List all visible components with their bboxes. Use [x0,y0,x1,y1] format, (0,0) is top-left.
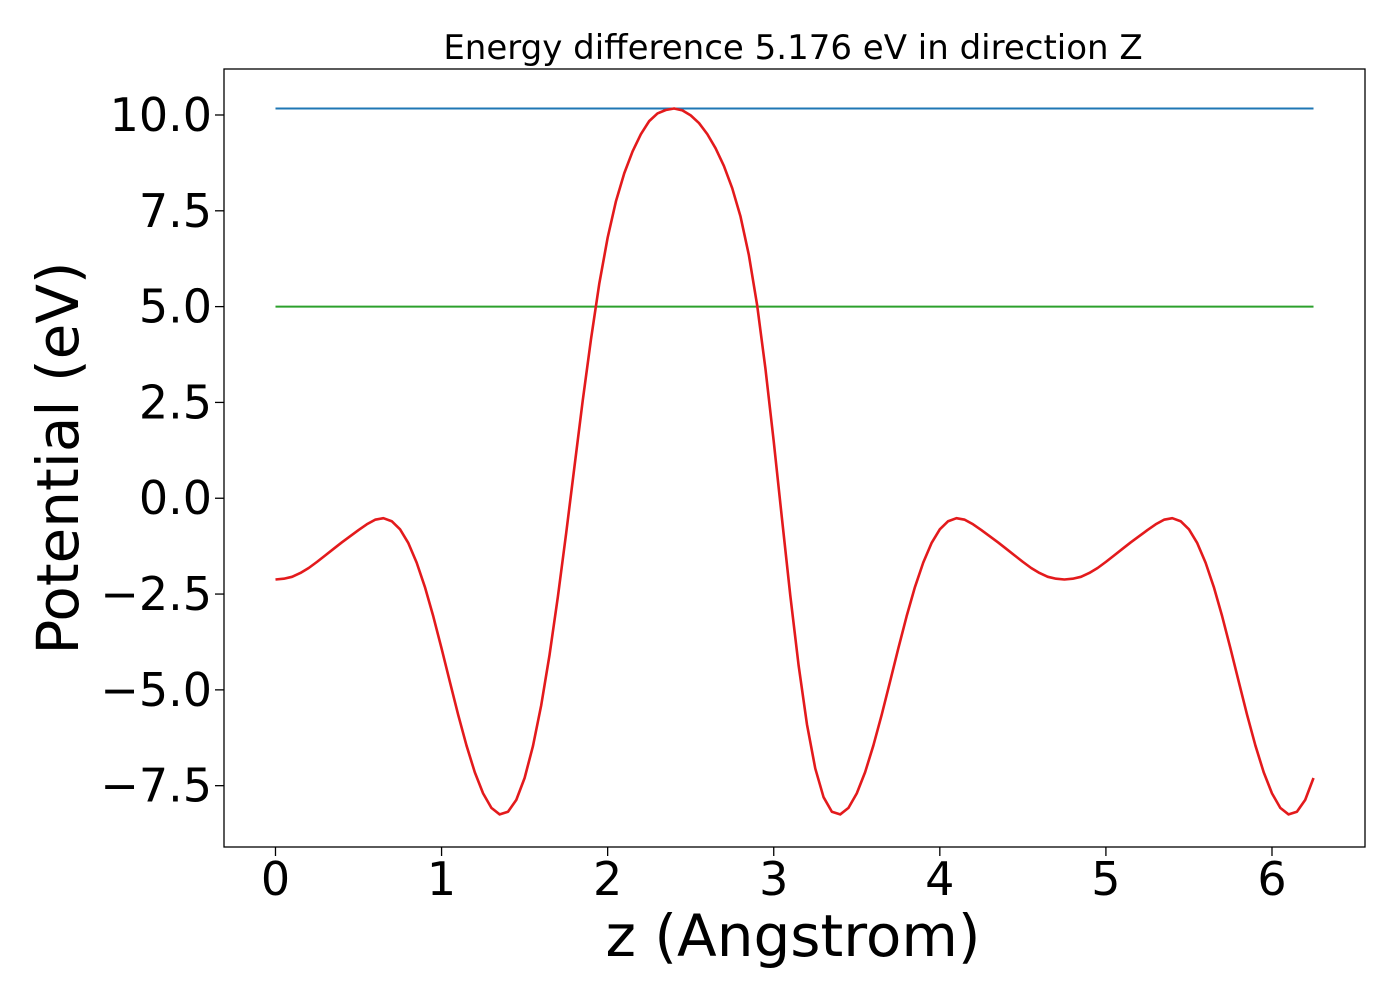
y-tick-label: −7.5 [100,759,212,813]
y-tick-label: 0.0 [139,471,212,525]
x-tick-label: 1 [427,852,456,906]
x-tick-label: 3 [759,852,788,906]
x-tick-label: 4 [925,852,954,906]
chart-title: Energy difference 5.176 eV in direction … [443,28,1142,68]
x-tick-label: 6 [1257,852,1286,906]
x-tick-label: 0 [261,852,290,906]
y-tick-label: 7.5 [139,184,212,238]
y-tick-label: −2.5 [100,567,212,621]
y-axis-label: Potential (eV) [24,261,92,654]
y-tick-label: −5.0 [100,663,212,717]
y-tick-label: 2.5 [139,375,212,429]
x-tick-label: 5 [1091,852,1120,906]
plot-series-group [275,107,1315,816]
y-tick-label: 5.0 [139,280,212,334]
y-tick-label: 10.0 [110,88,212,142]
x-tick-label: 2 [593,852,622,906]
plot-frame [223,68,1366,848]
y-axis-ticks: 10.0 7.5 5.0 2.5 0.0 −2.5 −5.0 −7.5 [100,88,224,813]
x-axis-ticks: 0 1 2 3 4 5 6 [261,847,1287,906]
x-axis-label: z (Angstrom) [606,902,981,970]
series-line-3 [275,107,1315,816]
